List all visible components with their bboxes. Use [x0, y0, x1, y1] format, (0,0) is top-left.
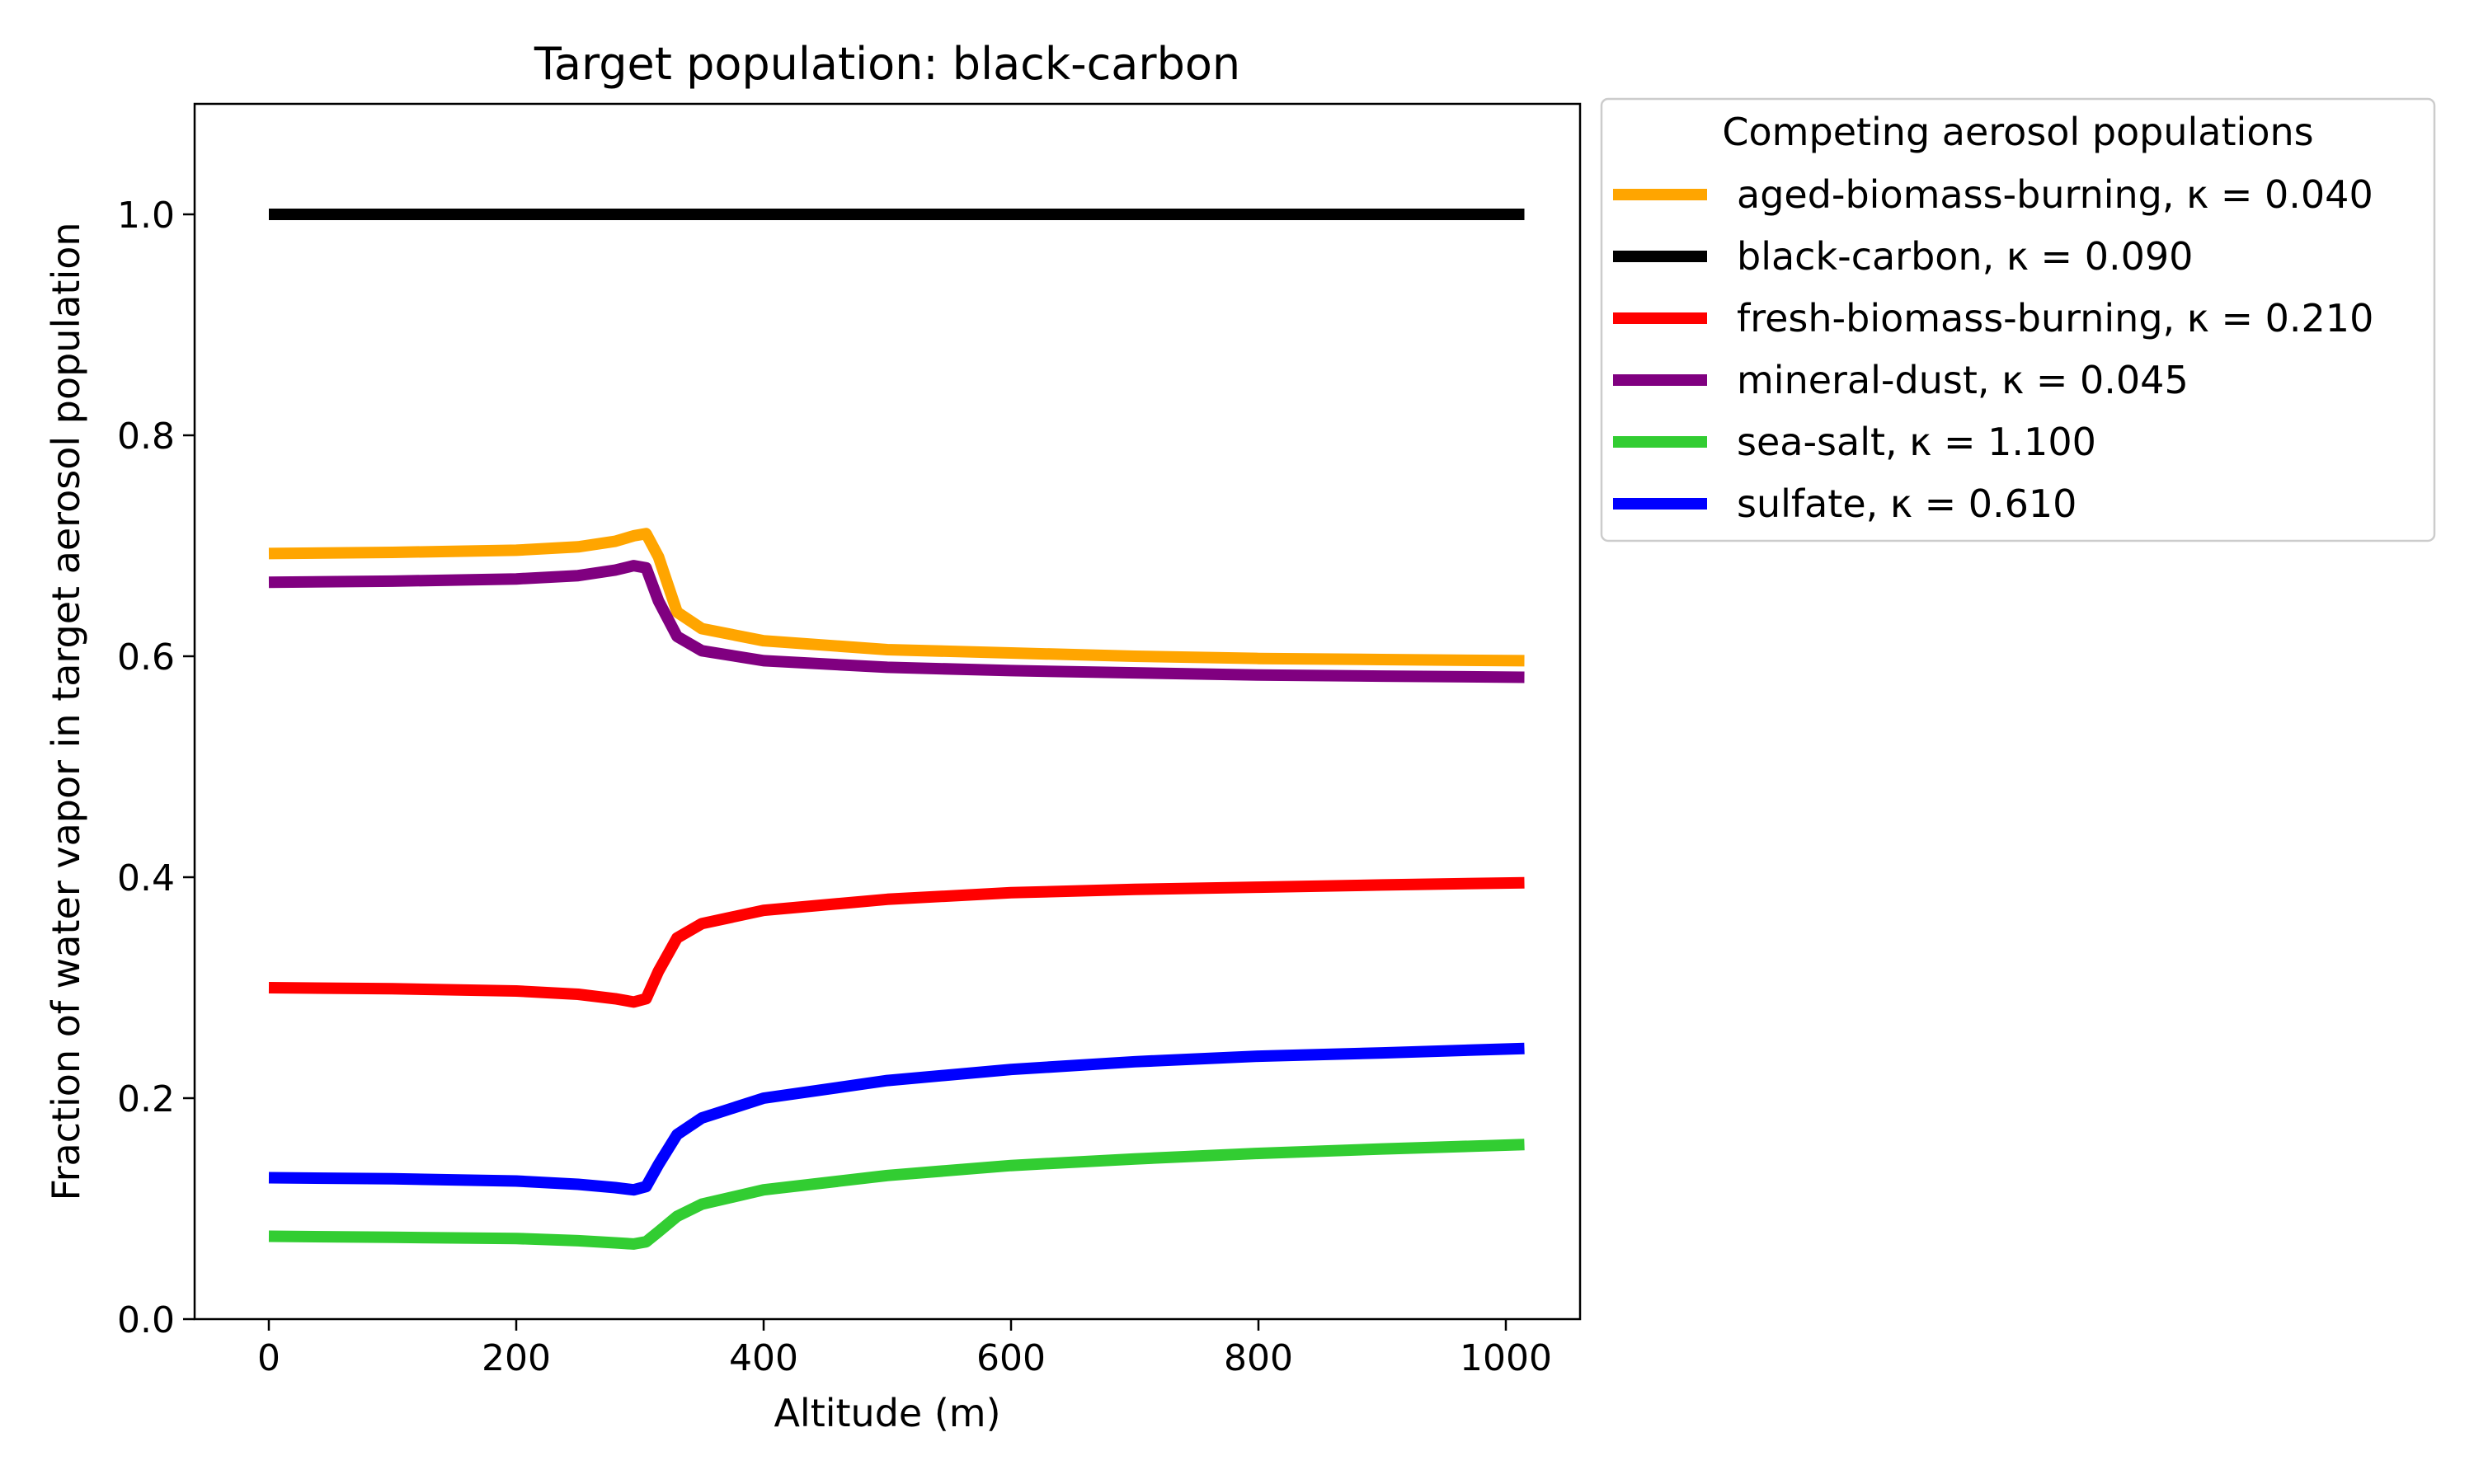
y-axis-label: Fraction of water vapor in target aeroso…: [44, 222, 88, 1200]
x-axis-ticks: 0 200 400 600 800 1000: [257, 1319, 1552, 1379]
legend-label: mineral-dust, κ = 0.045: [1737, 358, 2189, 402]
y-tick-label: 0.0: [117, 1299, 175, 1341]
legend-label: black-carbon, κ = 0.090: [1737, 234, 2193, 279]
x-tick-label: 0: [257, 1337, 280, 1379]
x-tick-label: 600: [976, 1337, 1046, 1379]
y-tick-label: 1.0: [117, 195, 175, 237]
legend-items: aged-biomass-burning, κ = 0.040 black-car…: [1613, 172, 2373, 526]
plot-series: [268, 209, 1525, 1250]
series-line-0: [268, 528, 1525, 667]
x-axis-label: Altitude (m): [774, 1391, 1000, 1435]
x-tick-label: 800: [1224, 1337, 1293, 1379]
chart-title: Target population: black-carbon: [534, 38, 1240, 90]
legend: Competing aerosol populations aged-bioma…: [1600, 97, 2436, 542]
legend-label: sea-salt, κ = 1.100: [1737, 420, 2096, 464]
y-axis-ticks: 0.0 0.2 0.4 0.6 0.8 1.0: [117, 195, 195, 1341]
x-tick-label: 200: [482, 1337, 551, 1379]
y-tick-label: 0.6: [117, 636, 175, 679]
legend-title: Competing aerosol populations: [1722, 110, 2313, 154]
series-line-3: [268, 560, 1525, 683]
x-tick-label: 400: [729, 1337, 798, 1379]
series-line-2: [268, 876, 1525, 1008]
x-tick-label: 1000: [1460, 1337, 1552, 1379]
y-tick-label: 0.4: [117, 857, 175, 899]
y-tick-label: 0.8: [117, 416, 175, 458]
plot-frame: [193, 102, 1582, 1321]
series-line-4: [268, 1139, 1525, 1250]
legend-label: fresh-biomass-burning, κ = 0.210: [1737, 296, 2373, 340]
legend-box: [1600, 97, 2436, 542]
series-line-5: [268, 1042, 1525, 1196]
legend-label: aged-biomass-burning, κ = 0.040: [1737, 172, 2373, 217]
legend-label: sulfate, κ = 0.610: [1737, 481, 2077, 526]
y-tick-label: 0.2: [117, 1078, 175, 1120]
